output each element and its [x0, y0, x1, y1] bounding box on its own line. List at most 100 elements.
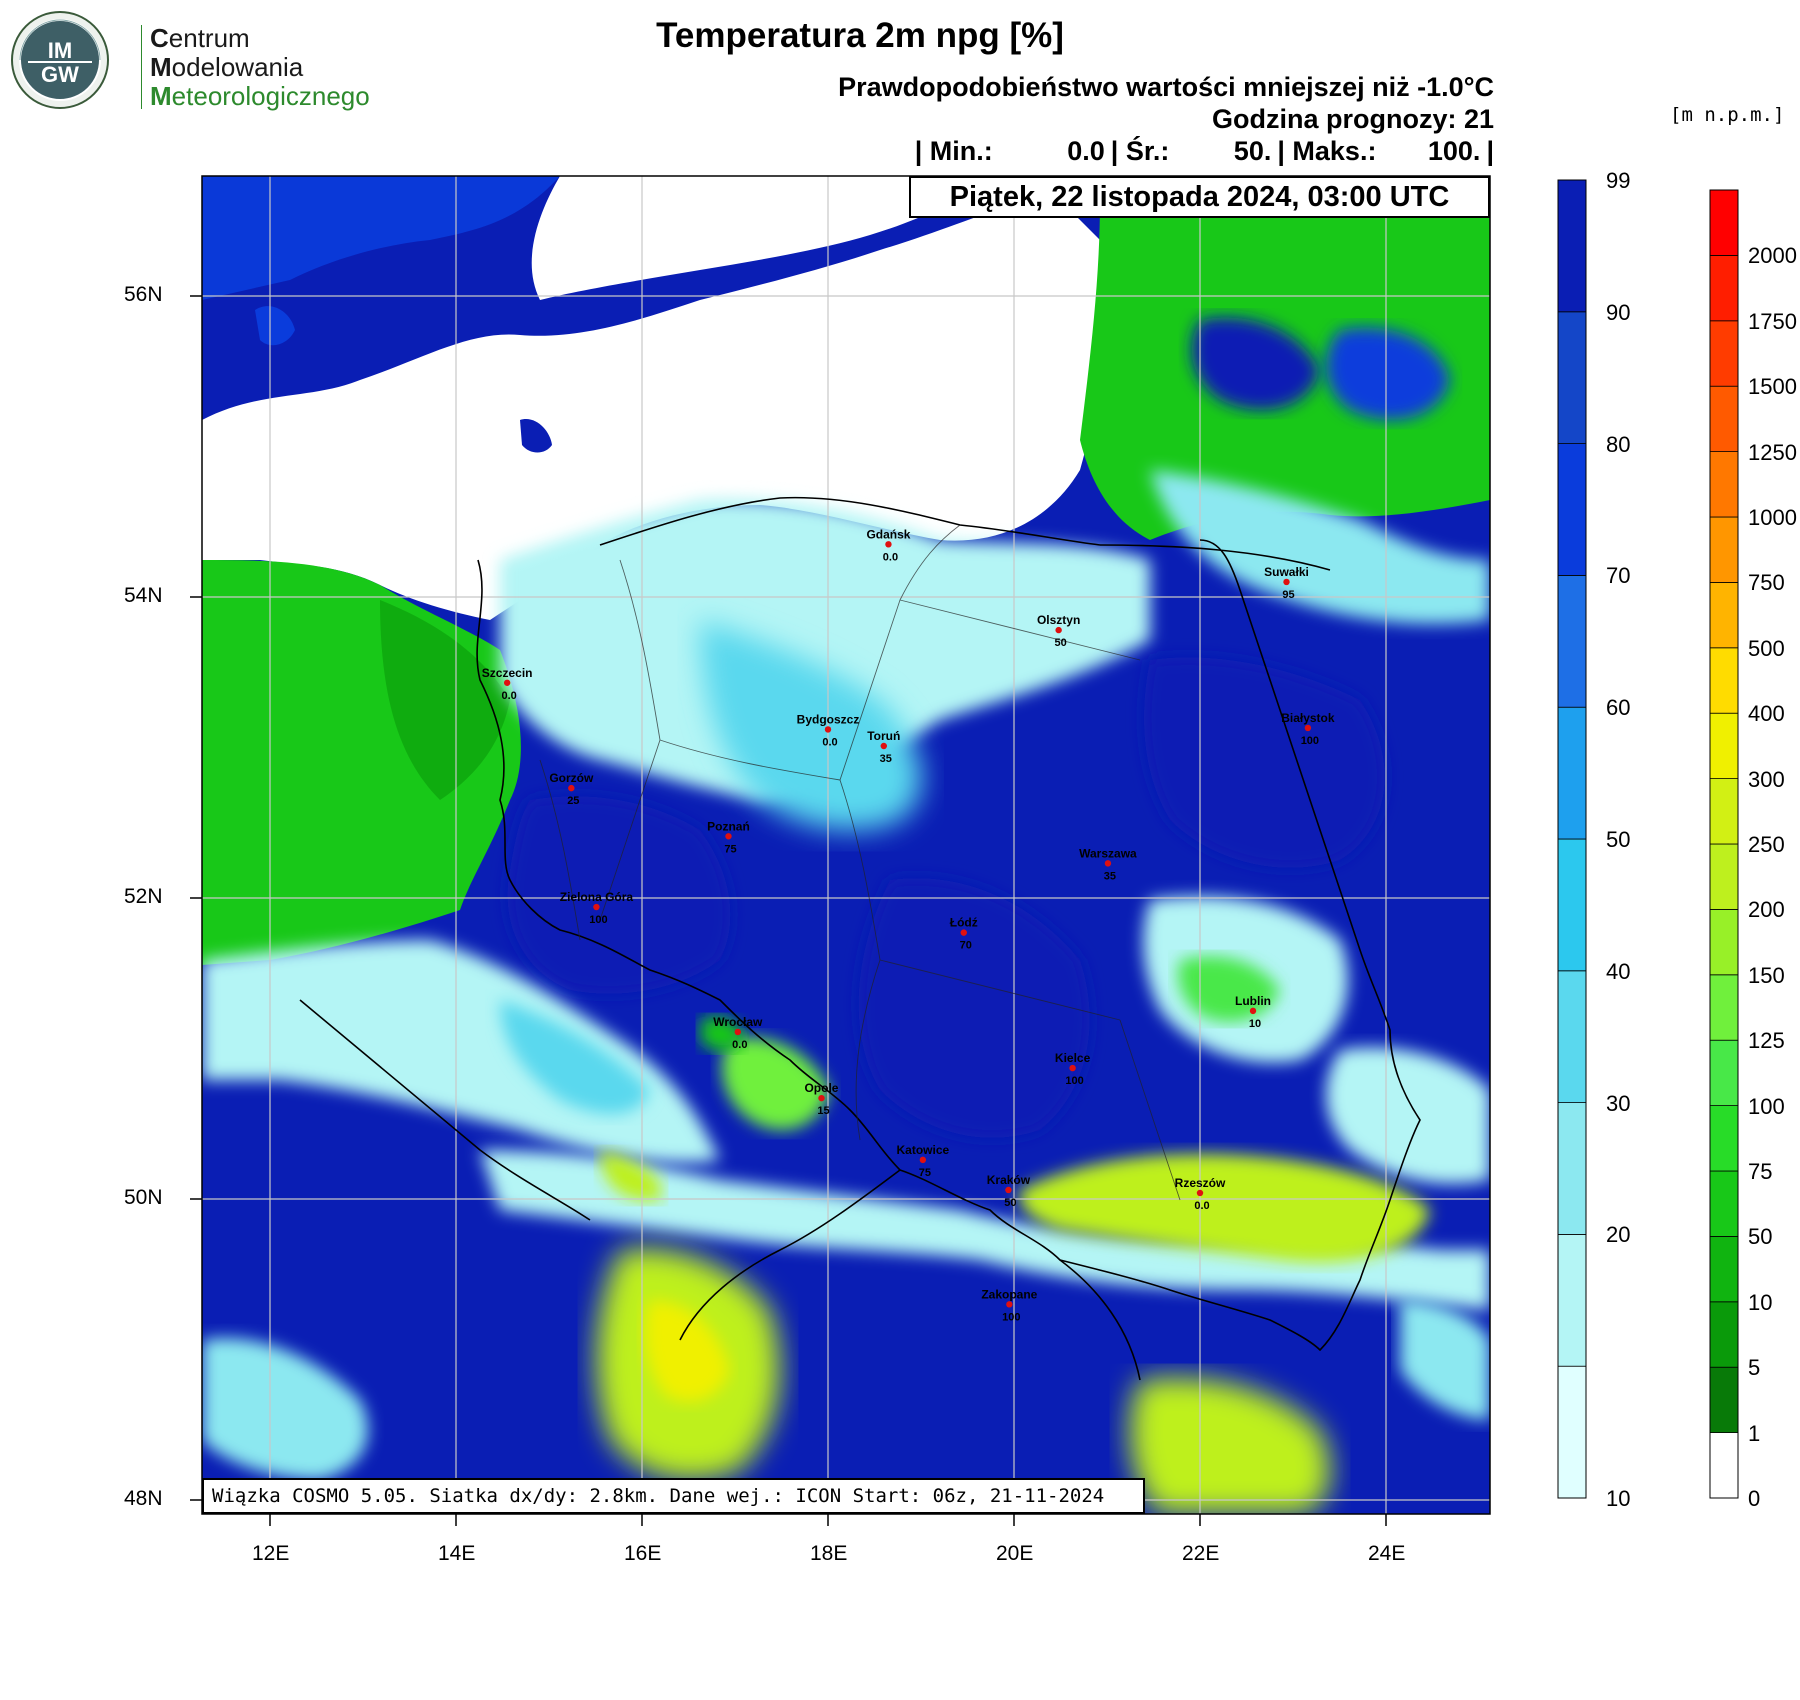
lon-tick-label: 18E [810, 1542, 848, 1565]
elev-colorbar-label: 750 [1748, 570, 1785, 596]
city-dot [1055, 626, 1062, 634]
city-marker: Kraków 50 [987, 1173, 1031, 1209]
city-marker: Opole 15 [804, 1081, 838, 1117]
lat-tick-label: 48N [124, 1487, 163, 1510]
city-dot [824, 726, 832, 733]
elev-colorbar-segment [1709, 1105, 1739, 1172]
elev-colorbar-segment [1709, 1301, 1739, 1368]
elev-colorbar-segment [1709, 385, 1739, 453]
city-marker: Lublin 10 [1235, 994, 1271, 1030]
city-name: Wrocław [713, 1015, 763, 1029]
axis-ticks [190, 295, 1387, 1526]
city-value: 0.0 [822, 736, 837, 748]
elev-colorbar-segment [1709, 516, 1739, 583]
city-marker: Wrocław 0.0 [713, 1015, 763, 1051]
elev-colorbar-label: 250 [1748, 832, 1785, 857]
prob-colorbar-label: 50 [1606, 827, 1631, 852]
prob-colorbar-segment [1557, 1234, 1587, 1367]
prob-colorbar-label: 60 [1606, 695, 1631, 721]
lon-tick-label: 20E [996, 1542, 1034, 1565]
city-name: Kielce [1055, 1051, 1091, 1065]
elev-colorbar-segment [1709, 1236, 1739, 1303]
city-name: Suwałki [1264, 565, 1309, 579]
elev-colorbar-label: 125 [1748, 1028, 1785, 1054]
prob-colorbar-segment [1557, 443, 1587, 576]
city-marker: Kielce 100 [1055, 1051, 1091, 1087]
elev-colorbar-label: 500 [1748, 635, 1785, 661]
lon-tick-label: 12E [252, 1542, 290, 1565]
city-name: Zakopane [981, 1287, 1037, 1301]
city-name: Olsztyn [1037, 613, 1080, 627]
elev-colorbar-frame [1709, 189, 1739, 1499]
city-value: 75 [724, 843, 736, 855]
city-dot [919, 1156, 927, 1164]
map-subtitle: Prawdopodobieństwo wartości mniejszej ni… [838, 72, 1494, 102]
elev-colorbar-segment [1709, 254, 1739, 322]
prob-colorbar-segment [1557, 311, 1587, 444]
probability-colorbar [1557, 179, 1587, 1499]
prob-colorbar-segment [1557, 179, 1587, 313]
country-borders [299, 496, 1421, 1381]
city-marker: Białystok 100 [1281, 711, 1335, 747]
elev-colorbar-label: 1500 [1748, 374, 1797, 400]
city-dot [1249, 1007, 1257, 1015]
prob-colorbar-label: 20 [1606, 1222, 1631, 1248]
elev-colorbar-label: 200 [1748, 897, 1785, 923]
elev-colorbar-label: 10 [1748, 1289, 1773, 1315]
probability-field [202, 176, 1490, 1514]
elev-colorbar-label: 1250 [1748, 439, 1797, 465]
prob-colorbar-segment [1557, 1102, 1587, 1235]
emblem-bottom-text: GW [41, 62, 79, 87]
logo-divider [141, 25, 142, 109]
city-dot [880, 742, 887, 750]
elev-colorbar-segment [1709, 712, 1739, 780]
imgw-emblem-icon: IM GW [11, 11, 109, 109]
city-marker: Toruń 35 [867, 729, 900, 765]
city-marker: Bydgoszcz 0.0 [797, 712, 860, 748]
elev-colorbar-segment [1709, 1170, 1739, 1237]
city-value: 100 [1065, 1075, 1083, 1087]
elev-colorbar-segment [1709, 647, 1739, 714]
city-name: Zielona Góra [560, 890, 634, 904]
city-name: Białystok [1281, 711, 1335, 725]
city-name: Gdańsk [866, 527, 910, 541]
elev-colorbar-segment [1709, 320, 1739, 387]
city-dot [725, 833, 732, 840]
prob-colorbar-label: 40 [1606, 958, 1631, 984]
elev-colorbar-label: 2000 [1748, 243, 1797, 269]
map-title: Temperatura 2m npg [%] [656, 16, 1064, 55]
city-dot [1006, 1301, 1013, 1308]
city-dot [593, 903, 600, 911]
city-value: 35 [1104, 870, 1116, 882]
city-dot [885, 541, 892, 548]
stat-mean: 50. [1233, 136, 1272, 166]
city-dot [1304, 724, 1312, 732]
elevation-colorbar [1709, 189, 1739, 1499]
stat-max: 100. [1427, 136, 1481, 166]
prob-colorbar-frame [1557, 179, 1587, 1499]
model-info-box: Wiązka COSMO 5.05. Siatka dx/dy: 2.8km. … [202, 1478, 1145, 1514]
city-dot [503, 679, 511, 686]
city-name: Warszawa [1079, 846, 1137, 860]
elev-colorbar-label: 0 [1748, 1486, 1761, 1511]
valid-date-box: Piątek, 22 listopada 2024, 03:00 UTC [909, 176, 1490, 218]
city-name: Lublin [1235, 994, 1271, 1008]
elev-colorbar-label: 1750 [1748, 308, 1797, 334]
elev-colorbar-segment [1709, 778, 1739, 845]
city-marker: Rzeszów 0.0 [1175, 1176, 1226, 1212]
city-marker: Gorzów 25 [549, 771, 594, 807]
logo-wordmark: Centrum Modelowania Meteorologicznego [150, 23, 370, 111]
elev-colorbar-segment [1709, 189, 1739, 256]
lon-tick-label: 16E [624, 1542, 662, 1565]
prob-colorbar-label: 99 [1606, 168, 1631, 193]
city-marker: Olsztyn 50 [1037, 613, 1080, 649]
city-value: 50 [1055, 637, 1067, 649]
forecast-hour: Godzina prognozy: 21 [1211, 104, 1494, 134]
stat-min: 0.0 [1067, 136, 1105, 166]
city-name: Gorzów [549, 771, 594, 785]
lon-tick-label: 14E [438, 1542, 476, 1565]
elev-colorbar-segment [1709, 451, 1739, 518]
lat-lon-grid [202, 176, 1490, 1514]
city-value: 100 [589, 914, 607, 926]
